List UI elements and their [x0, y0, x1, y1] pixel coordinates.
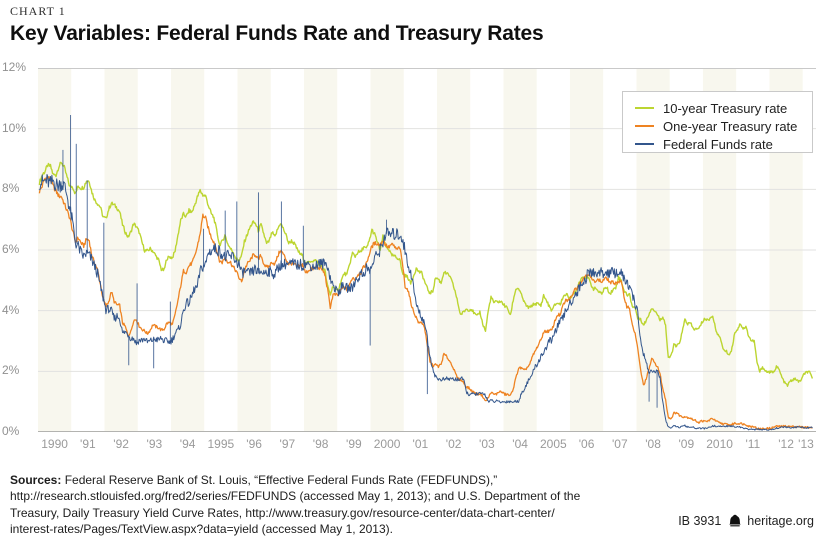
x-tick-label: 2000 [373, 437, 401, 451]
x-tick-label: '99 [346, 437, 362, 451]
site-link[interactable]: heritage.org [747, 514, 814, 528]
document-id: IB 3931 [678, 514, 722, 528]
x-tick-label: '11 [745, 437, 761, 451]
x-tick-label: '03 [479, 437, 495, 451]
x-tick-label: '06 [578, 437, 595, 451]
legend-label: 10-year Treasury rate [663, 100, 788, 116]
y-tick-label: 2% [2, 363, 20, 378]
x-tick-label: '08 [645, 437, 661, 451]
sources-note: Sources: Federal Reserve Bank of St. Lou… [10, 473, 581, 537]
x-tick-label: '02 [445, 437, 462, 451]
x-tick-label: '01 [412, 437, 429, 451]
y-tick-label: 10% [2, 120, 27, 135]
x-tick-label: '91 [80, 437, 96, 451]
footer: IB 3931 heritage.org [678, 514, 814, 528]
legend-swatch-icon [635, 125, 654, 127]
x-tick-label: '12 [778, 437, 794, 451]
x-tick-label: '98 [312, 437, 329, 451]
x-tick-label: '96 [246, 437, 262, 451]
x-tick-label: 1990 [41, 437, 68, 451]
x-tick-label: 2005 [539, 437, 567, 451]
y-tick-label: 4% [2, 302, 20, 317]
y-tick-label: 8% [2, 181, 20, 196]
x-tick-label: '92 [113, 437, 129, 451]
y-tick-label: 6% [2, 242, 20, 256]
x-tick-label: '04 [512, 437, 528, 451]
legend-item: 10-year Treasury rate [635, 99, 812, 117]
y-tick-label: 12% [2, 60, 27, 74]
series-line-one-year-treasury-rate [38, 176, 813, 431]
x-tick-label: 2010 [706, 437, 733, 451]
chart-plot-area: 0% 2% 4% 6% 8% 10% 12% 1990 '91 '92 '93 '94 1995 '96… [2, 60, 816, 451]
x-tick-label: '97 [279, 437, 296, 451]
page-title: Key Variables: Federal Funds Rate and Tr… [10, 22, 544, 45]
series-line-10-year-treasury-rate [38, 161, 814, 387]
legend-item: Federal Funds rate [635, 135, 812, 153]
x-tick-label: 1995 [207, 437, 235, 451]
series-line-federal-funds-rate [39, 174, 813, 431]
y-tick-label: 0% [2, 424, 20, 438]
heritage-bell-icon [729, 514, 742, 527]
legend-label: One-year Treasury rate [663, 118, 798, 134]
legend-item: One-year Treasury rate [635, 117, 812, 135]
chart-kicker: CHART 1 [10, 4, 66, 18]
chart-legend: 10-year Treasury rate One-year Treasury r… [622, 91, 813, 153]
legend-swatch-icon [635, 143, 654, 145]
x-tick-label: '94 [179, 437, 196, 451]
sources-label: Sources: [10, 473, 62, 487]
legend-label: Federal Funds rate [663, 136, 773, 152]
rates-line-chart [38, 68, 816, 432]
x-tick-label: '93 [146, 437, 163, 451]
legend-swatch-icon [635, 107, 654, 109]
x-tick-label: '07 [612, 437, 628, 451]
x-tick-label: '13 [798, 437, 814, 451]
x-tick-label: '09 [678, 437, 695, 451]
